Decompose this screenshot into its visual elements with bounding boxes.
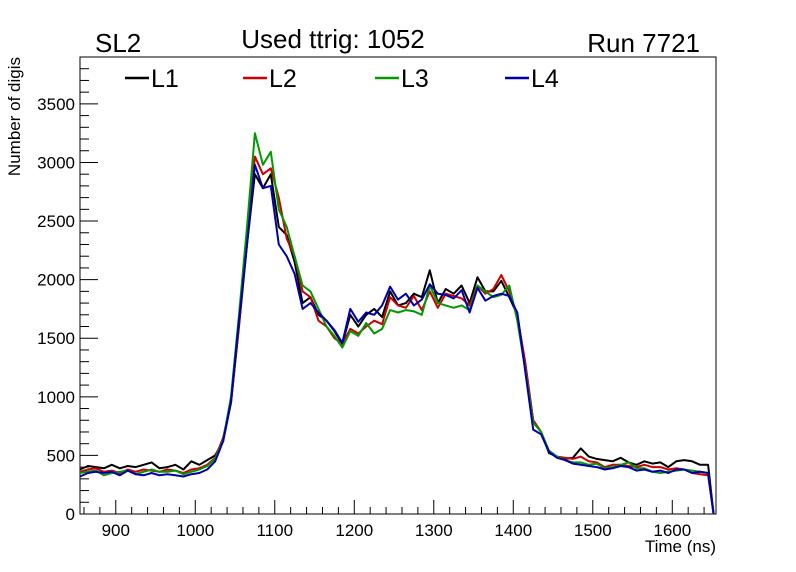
x-tick-label: 1100 xyxy=(256,521,293,540)
chart-title: Used ttrig: 1052 xyxy=(241,24,425,54)
legend-label-l3: L3 xyxy=(401,65,429,93)
legend-label-l4: L4 xyxy=(531,65,559,93)
top-left-label: SL2 xyxy=(95,28,141,58)
y-tick-label: 1500 xyxy=(37,329,75,348)
series-line-l3 xyxy=(79,132,715,515)
y-tick-label: 2000 xyxy=(37,271,75,290)
x-tick-label: 1600 xyxy=(653,521,691,540)
legend-label-l2: L2 xyxy=(269,65,297,93)
y-tick-label: 3500 xyxy=(37,95,75,114)
x-tick-label: 900 xyxy=(102,521,130,540)
legend-label-l1: L1 xyxy=(151,65,179,93)
y-tick-label: 2500 xyxy=(37,212,75,231)
y-axis-ticks: 0 500 1000 1500 2000 2500 3000 3500 xyxy=(37,56,98,524)
series-line-l4 xyxy=(79,163,715,515)
x-tick-label: 1500 xyxy=(574,521,612,540)
legend: L1 L2 L3 L4 xyxy=(125,65,559,93)
x-axis-label: Time (ns) xyxy=(645,537,716,556)
x-tick-label: 1300 xyxy=(415,521,453,540)
y-tick-label: 3000 xyxy=(37,153,75,172)
series-line-l1 xyxy=(79,173,715,515)
x-tick-label: 1400 xyxy=(494,521,532,540)
y-tick-label: 1000 xyxy=(37,388,75,407)
x-tick-label: 1000 xyxy=(176,521,214,540)
plot-frame xyxy=(79,56,717,515)
y-tick-label: 0 xyxy=(66,505,75,524)
series-group xyxy=(79,132,715,515)
x-axis-ticks: 900 1000 1100 1200 1300 1400 1500 1600 xyxy=(83,500,705,540)
y-tick-label: 500 xyxy=(47,446,75,465)
top-right-label: Run 7721 xyxy=(587,28,700,58)
series-line-l2 xyxy=(79,155,715,515)
x-tick-label: 1200 xyxy=(335,521,373,540)
y-axis-label: Number of digis xyxy=(5,57,24,176)
